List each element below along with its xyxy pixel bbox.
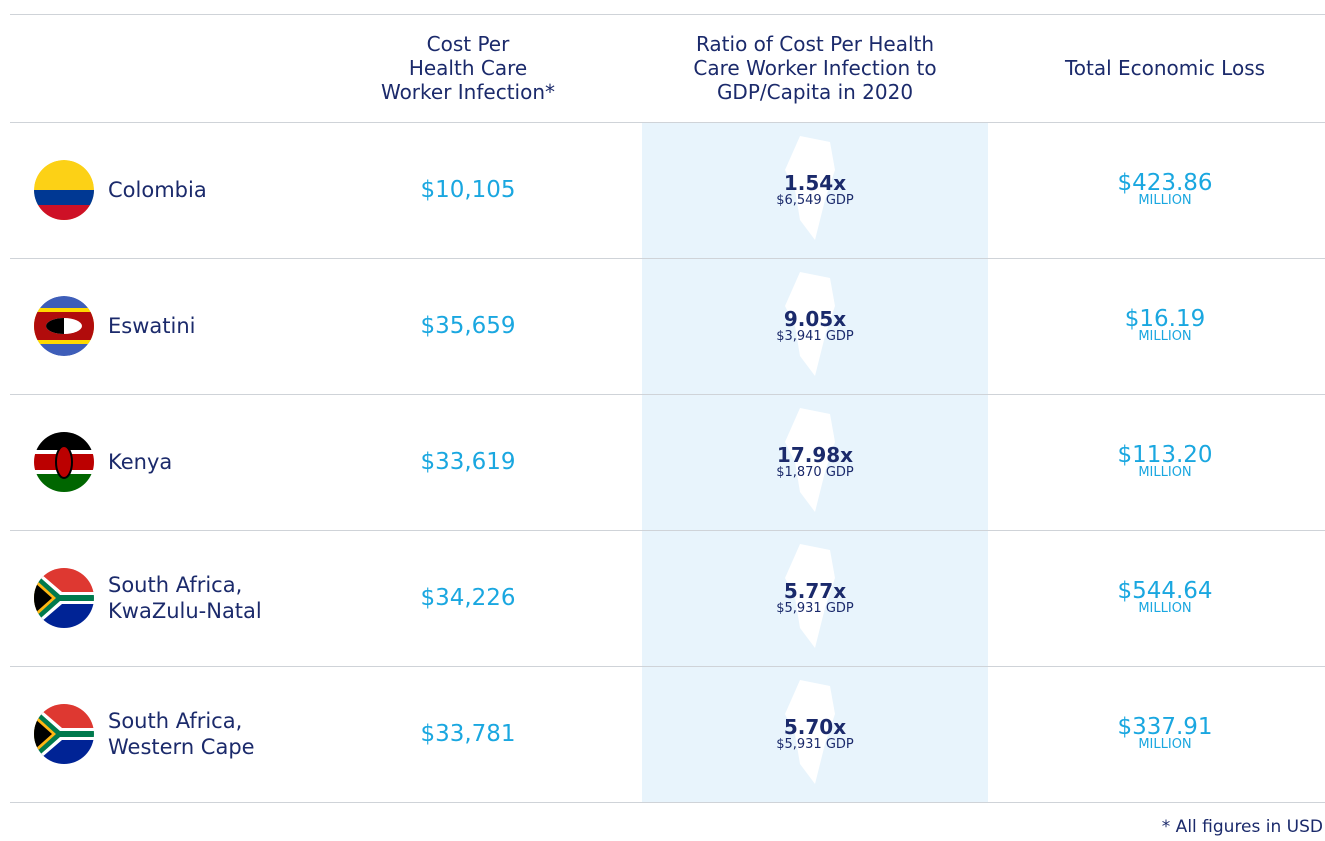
row-divider <box>10 258 1325 259</box>
cost-cell: $33,619 <box>340 394 596 530</box>
country-line: Western Cape <box>108 735 255 759</box>
map-silhouette <box>785 408 835 512</box>
total-value: $113.20 <box>1117 442 1213 468</box>
country-line: KwaZulu-Natal <box>108 599 262 623</box>
cost-value: $34,226 <box>420 585 516 611</box>
total-value: $16.19 <box>1124 306 1206 332</box>
cost-value: $33,781 <box>420 721 516 747</box>
gdp-value: $1,870 GDP <box>776 464 854 480</box>
row-divider <box>10 530 1325 531</box>
ratio-cell: 9.05x $3,941 GDP <box>642 258 988 394</box>
total-cell: $113.20 MILLION <box>1000 394 1325 530</box>
flag-icon <box>34 704 94 764</box>
header-line: Cost Per <box>426 32 510 56</box>
total-unit: MILLION <box>1138 329 1192 344</box>
header-ratio: Ratio of Cost Per Health Care Worker Infe… <box>642 14 988 122</box>
footnote: * All figures in USD <box>1161 817 1323 837</box>
row-divider <box>10 122 1325 123</box>
header-line: Ratio of Cost Per Health <box>695 32 935 56</box>
row-divider <box>10 802 1325 803</box>
ratio-value: 9.05x <box>783 306 847 331</box>
country-name: Kenya <box>108 394 172 530</box>
ratio-cell: 5.77x $5,931 GDP <box>642 530 988 666</box>
cost-cell: $34,226 <box>340 530 596 666</box>
map-silhouette <box>785 544 835 648</box>
flag-icon <box>34 432 94 492</box>
total-unit: MILLION <box>1138 465 1192 480</box>
header-line: GDP/Capita in 2020 <box>716 80 914 104</box>
ratio-cell: 5.70x $5,931 GDP <box>642 666 988 802</box>
total-value: $423.86 <box>1117 170 1213 196</box>
total-cell: $16.19 MILLION <box>1000 258 1325 394</box>
country-line: South Africa, <box>108 573 243 597</box>
flag-icon <box>34 568 94 628</box>
row-divider <box>10 394 1325 395</box>
header-line: Total Economic Loss <box>1064 56 1266 80</box>
total-unit: MILLION <box>1138 737 1192 752</box>
country-line: Eswatini <box>108 314 196 338</box>
country-name: Colombia <box>108 122 207 258</box>
header-cost: Cost Per Health Care Worker Infection* <box>340 14 596 122</box>
total-unit: MILLION <box>1138 193 1192 208</box>
total-value: $544.64 <box>1117 578 1213 604</box>
gdp-value: $6,549 GDP <box>776 192 854 208</box>
ratio-value: 17.98x <box>776 442 854 467</box>
cost-cell: $35,659 <box>340 258 596 394</box>
map-silhouette <box>785 136 835 240</box>
map-silhouette <box>785 680 835 784</box>
cost-value: $10,105 <box>420 177 516 203</box>
cost-value: $33,619 <box>420 449 516 475</box>
flag-icon <box>34 296 94 356</box>
ratio-value: 1.54x <box>783 170 847 195</box>
country-name: Eswatini <box>108 258 195 394</box>
cost-cell: $10,105 <box>340 122 596 258</box>
gdp-value: $3,941 GDP <box>776 328 854 344</box>
gdp-value: $5,931 GDP <box>776 600 854 616</box>
ratio-value: 5.77x <box>783 578 847 603</box>
total-unit: MILLION <box>1138 601 1192 616</box>
country-line: Colombia <box>108 178 207 202</box>
header-line: Health Care <box>408 56 528 80</box>
total-cell: $423.86 MILLION <box>1000 122 1325 258</box>
gdp-value: $5,931 GDP <box>776 736 854 752</box>
total-cell: $544.64 MILLION <box>1000 530 1325 666</box>
country-name: South Africa, KwaZulu-Natal <box>108 530 262 666</box>
row-divider <box>10 14 1325 15</box>
country-name: South Africa, Western Cape <box>108 666 255 802</box>
header-line: Care Worker Infection to <box>693 56 937 80</box>
header-total: Total Economic Loss <box>1000 14 1325 122</box>
country-line: South Africa, <box>108 709 243 733</box>
map-silhouette <box>785 272 835 376</box>
header-line: Worker Infection* <box>380 80 556 104</box>
ratio-cell: 17.98x $1,870 GDP <box>642 394 988 530</box>
country-line: Kenya <box>108 450 173 474</box>
total-cell: $337.91 MILLION <box>1000 666 1325 802</box>
total-value: $337.91 <box>1117 714 1213 740</box>
cost-value: $35,659 <box>420 313 516 339</box>
row-divider <box>10 666 1325 667</box>
flag-icon <box>34 160 94 220</box>
ratio-cell: 1.54x $6,549 GDP <box>642 122 988 258</box>
cost-cell: $33,781 <box>340 666 596 802</box>
ratio-value: 5.70x <box>783 714 847 739</box>
